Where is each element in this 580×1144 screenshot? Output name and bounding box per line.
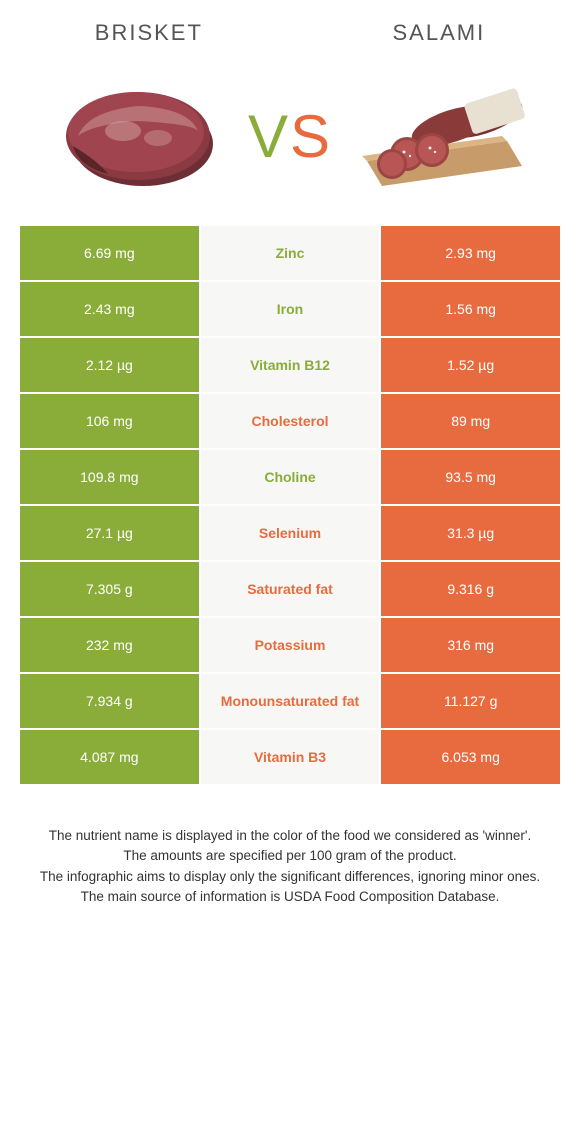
left-value-cell: 106 mg (20, 394, 201, 450)
right-value-cell: 93.5 mg (379, 450, 560, 506)
left-value-cell: 6.69 mg (20, 226, 201, 282)
vs-label: VS (248, 102, 332, 171)
vs-section: VS (0, 56, 580, 226)
right-value-cell: 1.52 µg (379, 338, 560, 394)
footer-line-2: The amounts are specified per 100 gram o… (30, 846, 550, 866)
footer-line-4: The main source of information is USDA F… (30, 887, 550, 907)
table-row: 2.43 mgIron1.56 mg (20, 282, 560, 338)
right-food-title: Salami (393, 20, 486, 46)
right-value-cell: 89 mg (379, 394, 560, 450)
left-value-cell: 4.087 mg (20, 730, 201, 786)
comparison-infographic: Brisket Salami VS (0, 0, 580, 957)
right-value-cell: 6.053 mg (379, 730, 560, 786)
left-value-cell: 27.1 µg (20, 506, 201, 562)
table-row: 4.087 mgVitamin B36.053 mg (20, 730, 560, 786)
nutrient-name-cell: Selenium (201, 506, 380, 562)
left-value-cell: 232 mg (20, 618, 201, 674)
nutrient-name-cell: Monounsaturated fat (201, 674, 380, 730)
header: Brisket Salami (0, 0, 580, 56)
left-food-title: Brisket (95, 20, 203, 46)
left-value-cell: 109.8 mg (20, 450, 201, 506)
right-value-cell: 31.3 µg (379, 506, 560, 562)
table-row: 7.934 gMonounsaturated fat11.127 g (20, 674, 560, 730)
nutrient-name-cell: Choline (201, 450, 380, 506)
nutrient-name-cell: Potassium (201, 618, 380, 674)
right-value-cell: 316 mg (379, 618, 560, 674)
left-value-cell: 2.43 mg (20, 282, 201, 338)
nutrient-table: 6.69 mgZinc2.93 mg2.43 mgIron1.56 mg2.12… (20, 226, 560, 786)
vs-v-letter: V (248, 103, 290, 170)
left-value-cell: 2.12 µg (20, 338, 201, 394)
table-row: 2.12 µgVitamin B121.52 µg (20, 338, 560, 394)
brisket-image (48, 76, 228, 196)
vs-s-letter: S (290, 103, 332, 170)
table-row: 109.8 mgCholine93.5 mg (20, 450, 560, 506)
nutrient-name-cell: Saturated fat (201, 562, 380, 618)
table-row: 27.1 µgSelenium31.3 µg (20, 506, 560, 562)
right-value-cell: 1.56 mg (379, 282, 560, 338)
footer-line-3: The infographic aims to display only the… (30, 867, 550, 887)
footer-notes: The nutrient name is displayed in the co… (0, 786, 580, 927)
left-value-cell: 7.305 g (20, 562, 201, 618)
table-row: 232 mgPotassium316 mg (20, 618, 560, 674)
footer-line-1: The nutrient name is displayed in the co… (30, 826, 550, 846)
table-row: 7.305 gSaturated fat9.316 g (20, 562, 560, 618)
nutrient-name-cell: Vitamin B3 (201, 730, 380, 786)
salami-image (352, 76, 532, 196)
nutrient-name-cell: Zinc (201, 226, 380, 282)
left-value-cell: 7.934 g (20, 674, 201, 730)
right-value-cell: 9.316 g (379, 562, 560, 618)
right-value-cell: 2.93 mg (379, 226, 560, 282)
table-row: 106 mgCholesterol89 mg (20, 394, 560, 450)
nutrient-name-cell: Iron (201, 282, 380, 338)
right-value-cell: 11.127 g (379, 674, 560, 730)
table-row: 6.69 mgZinc2.93 mg (20, 226, 560, 282)
nutrient-name-cell: Cholesterol (201, 394, 380, 450)
nutrient-name-cell: Vitamin B12 (201, 338, 380, 394)
